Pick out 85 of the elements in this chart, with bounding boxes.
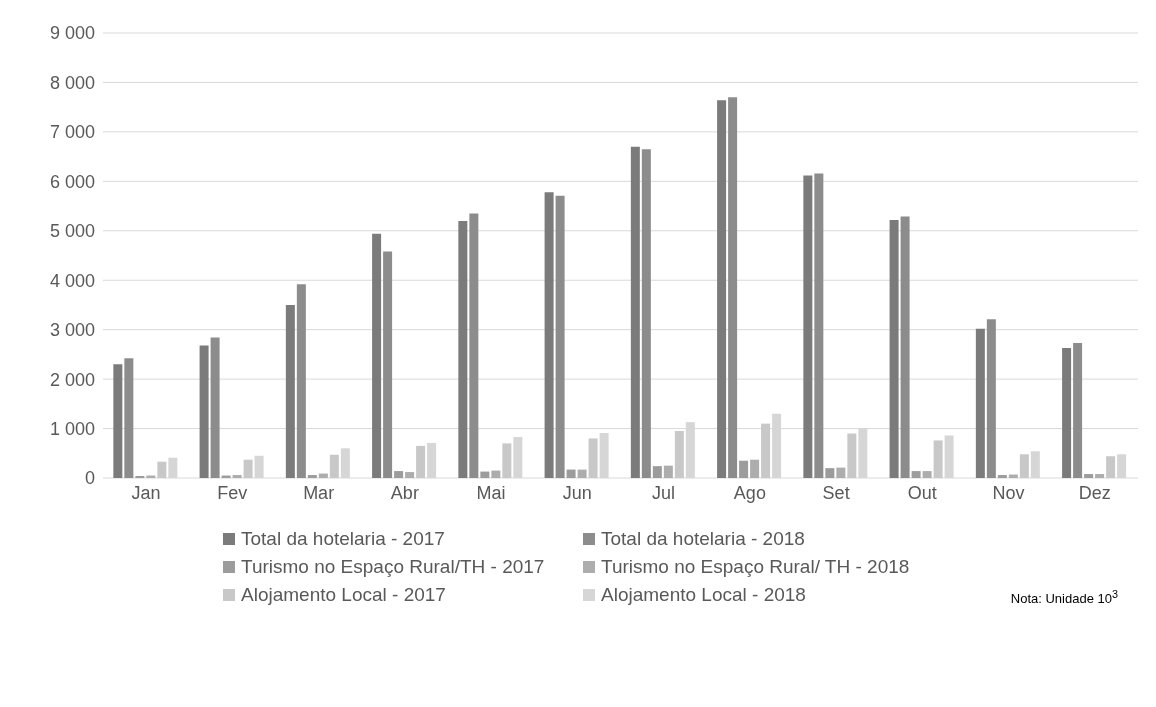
- bar: [761, 423, 771, 478]
- bar: [296, 284, 306, 478]
- x-tick-label: Abr: [390, 482, 419, 503]
- bar: [889, 219, 899, 478]
- bar: [329, 454, 339, 478]
- bar: [199, 345, 209, 478]
- bar: [113, 364, 123, 478]
- bar: [458, 220, 468, 478]
- bar: [1019, 454, 1029, 478]
- x-tick-label: Jan: [131, 482, 161, 503]
- bar: [814, 173, 824, 478]
- bar: [318, 473, 328, 478]
- x-tick-label: Mar: [303, 482, 335, 503]
- y-tick-label: 6 000: [49, 171, 95, 192]
- x-tick-label: Nov: [992, 482, 1025, 503]
- bar: [307, 475, 317, 478]
- x-tick-label: Dez: [1078, 482, 1111, 503]
- bar: [372, 233, 382, 478]
- x-tick-label: Jun: [562, 482, 592, 503]
- y-tick-label: 5 000: [49, 221, 95, 242]
- bar: [566, 469, 576, 478]
- y-tick-label: 3 000: [49, 320, 95, 341]
- bar: [394, 471, 404, 478]
- legend-label: Turismo no Espaço Rural/ TH - 2018: [601, 556, 910, 578]
- bar: [1106, 456, 1116, 478]
- bar: [243, 459, 253, 478]
- text: Nota: Unidade 10$^{3}$: [1010, 587, 1118, 606]
- bar: [975, 328, 985, 478]
- bar: [630, 146, 640, 478]
- bar: [728, 97, 738, 478]
- bar: [157, 461, 167, 478]
- bar: [847, 433, 857, 478]
- bar: [739, 460, 749, 478]
- y-tick-label: 8 000: [49, 72, 95, 93]
- bar: [383, 251, 393, 478]
- bar: [986, 319, 996, 478]
- bar: [803, 175, 813, 478]
- x-tick-label: Fev: [217, 482, 248, 503]
- y-tick-label: 2 000: [49, 369, 95, 390]
- bar: [1062, 347, 1072, 478]
- y-tick-label: 7 000: [49, 122, 95, 143]
- legend-label: Total da hotelaria - 2017: [241, 528, 445, 550]
- bar: [674, 431, 684, 478]
- bar: [997, 475, 1007, 478]
- bar: [641, 149, 651, 478]
- legend-label: Alojamento Local - 2018: [601, 584, 806, 606]
- bar: [124, 358, 134, 478]
- bar: [480, 471, 490, 478]
- bar: [555, 195, 565, 478]
- y-tick-label: 4 000: [49, 270, 95, 291]
- bar: [469, 213, 479, 478]
- bar: [750, 459, 760, 478]
- bar: [210, 337, 220, 478]
- bar: [491, 470, 501, 478]
- bar: [933, 440, 943, 478]
- bar: [232, 475, 242, 478]
- bar: [502, 443, 512, 478]
- x-tick-label: Ago: [733, 482, 766, 503]
- bar: [544, 192, 554, 478]
- legend-label: Turismo no Espaço Rural/TH - 2017: [241, 556, 545, 578]
- y-tick-label: 9 000: [49, 23, 95, 44]
- bar: [1095, 474, 1105, 478]
- y-tick-label: 1 000: [49, 418, 95, 439]
- bar: [1084, 474, 1094, 478]
- bar: [717, 100, 727, 478]
- bar: [416, 445, 426, 478]
- bar: [405, 472, 415, 478]
- bar: [922, 471, 932, 478]
- legend-label: Total da hotelaria - 2018: [601, 528, 805, 550]
- bar: [1073, 343, 1083, 478]
- bar: [911, 471, 921, 478]
- x-tick-label: Mai: [476, 482, 506, 503]
- x-tick-label: Set: [822, 482, 850, 503]
- x-tick-label: Out: [907, 482, 937, 503]
- bar: [285, 304, 295, 478]
- y-tick-label: 0: [84, 468, 95, 489]
- bar: [577, 469, 587, 478]
- legend-label: Alojamento Local - 2017: [241, 584, 446, 606]
- bar: [825, 468, 835, 478]
- bar: [836, 467, 846, 478]
- bar: [588, 438, 598, 478]
- bar: [900, 216, 910, 478]
- bar: [652, 466, 662, 478]
- bar: [663, 465, 673, 478]
- x-tick-label: Jul: [652, 482, 676, 503]
